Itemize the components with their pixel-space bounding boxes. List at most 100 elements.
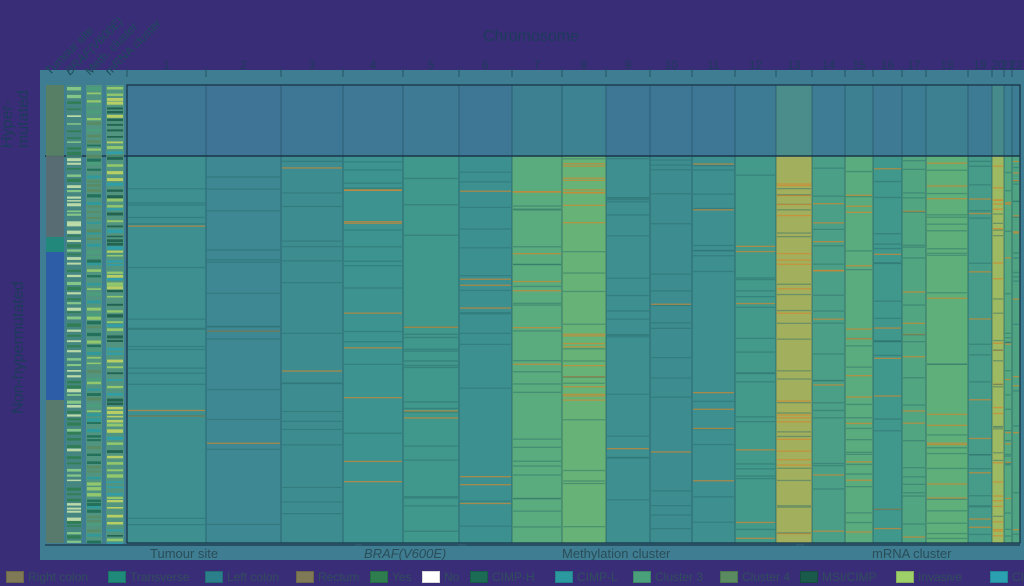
chromosome-column-hyper-11 [692, 85, 735, 156]
sample-streak-chr8 [563, 480, 605, 482]
annotation-mark [87, 540, 101, 544]
sample-streak-chr13 [777, 259, 811, 261]
annotation-mark [87, 316, 101, 320]
annotation-mark [107, 264, 123, 266]
sample-streak-chr9 [607, 318, 649, 320]
annotation-mark [107, 314, 123, 318]
sample-streak-chr15 [846, 375, 872, 377]
sample-streak-chr4 [344, 347, 402, 349]
sample-streak-chr14 [813, 228, 844, 230]
sample-streak-chr15 [846, 366, 872, 368]
sample-streak-chr21 [1005, 394, 1011, 396]
sample-streak-chr5 [404, 530, 458, 532]
sample-streak-chr12 [736, 416, 775, 418]
sample-streak-chr13 [777, 505, 811, 507]
annotation-mark [87, 321, 101, 325]
annotation-mark [67, 323, 81, 327]
sample-streak-chr22 [1013, 215, 1019, 217]
annotation-mark [107, 410, 123, 415]
sample-streak-chr11 [693, 207, 734, 210]
sample-streak-chr18 [927, 216, 967, 218]
sample-streak-chr12 [736, 278, 775, 281]
annotation-mark [107, 496, 123, 499]
sample-streak-chr6 [460, 190, 511, 192]
sample-streak-chr13 [777, 506, 811, 508]
sample-streak-chr7 [513, 330, 561, 332]
sample-streak-chr22 [1013, 166, 1019, 169]
sample-streak-chr1 [128, 524, 205, 526]
sample-streak-chr12 [736, 351, 775, 353]
annotation-mark [107, 450, 123, 453]
sample-streak-chr15 [846, 479, 872, 481]
sample-streak-chr13 [777, 283, 811, 285]
sample-streak-chr6 [460, 275, 511, 277]
plot-frame [126, 84, 1021, 544]
sample-streak-chr16 [874, 233, 901, 235]
sample-streak-chr6 [460, 313, 511, 315]
sample-streak-chr2 [207, 338, 280, 340]
annotation-mark [107, 255, 123, 257]
legend-label: Cluster 3 [655, 570, 704, 584]
annotation-mark [107, 462, 123, 465]
sample-streak-chr11 [693, 443, 734, 446]
legend-item-msi-cimp: MSI/CIMP [800, 570, 877, 584]
sample-streak-chr12 [736, 245, 775, 247]
annotation-mark [87, 381, 101, 385]
annotation-mark [67, 244, 81, 248]
annotation-mark [67, 385, 81, 389]
sample-streak-chr2 [207, 523, 280, 526]
sample-streak-chr7 [513, 363, 561, 365]
annotation-mark [107, 250, 123, 253]
sample-streak-chr14 [813, 203, 844, 205]
annotation-mark [67, 178, 81, 182]
annotation-mark [87, 397, 101, 401]
sample-streak-chr4 [344, 161, 402, 163]
sample-streak-chr7 [513, 253, 561, 255]
row-label-non-hypermutated: Non-hypermutated [10, 281, 27, 414]
sample-streak-chr8 [563, 365, 605, 367]
sample-streak-chr9 [607, 336, 649, 338]
annotation-mark [87, 404, 101, 408]
sample-streak-chr19 [969, 454, 991, 456]
sample-streak-chr21 [1005, 431, 1011, 434]
annotation-mark [107, 455, 123, 459]
sample-streak-chr5 [404, 505, 458, 507]
sample-streak-chr20 [993, 262, 1003, 264]
sample-streak-chr13 [777, 312, 811, 314]
sample-streak-chr9 [607, 158, 649, 160]
annotation-mark [87, 499, 101, 502]
annotation-mark [87, 465, 101, 469]
annotation-mark [107, 243, 123, 246]
annotation-mark [87, 362, 101, 365]
sample-streak-chr13 [777, 400, 811, 402]
sample-streak-chr13 [777, 467, 811, 469]
chromosome-column-hyper-9 [606, 85, 650, 156]
sample-streak-chr1 [128, 318, 205, 320]
sample-streak-chr20 [993, 383, 1003, 386]
sample-streak-chr18 [927, 537, 967, 540]
sample-streak-chr20 [993, 203, 1003, 205]
annotation-mark [107, 493, 123, 496]
annotation-track-bg [66, 85, 82, 543]
legend-swatch [720, 571, 738, 583]
sample-streak-chr2 [207, 388, 280, 391]
sample-streak-chr17 [903, 168, 925, 170]
annotation-mark [87, 288, 101, 290]
sample-streak-chr11 [693, 250, 734, 252]
legend-item-rectum: Rectum [296, 570, 359, 584]
annotation-mark [107, 123, 123, 126]
sample-streak-chr13 [777, 414, 811, 416]
annotation-mark [67, 414, 81, 417]
sample-streak-chr1 [128, 415, 205, 417]
sample-streak-chr1 [128, 202, 205, 204]
sample-streak-chr13 [777, 232, 811, 234]
sample-streak-chr17 [903, 257, 925, 259]
annotation-mark [107, 198, 123, 202]
chromosome-label-7: 7 [533, 58, 541, 72]
sample-streak-chr22 [1013, 252, 1019, 254]
sample-streak-chr7 [513, 304, 561, 306]
sample-streak-chr22 [1013, 323, 1019, 325]
annotation-mark [67, 249, 81, 252]
sample-streak-chr13 [777, 263, 811, 265]
annotation-mark [67, 94, 81, 99]
